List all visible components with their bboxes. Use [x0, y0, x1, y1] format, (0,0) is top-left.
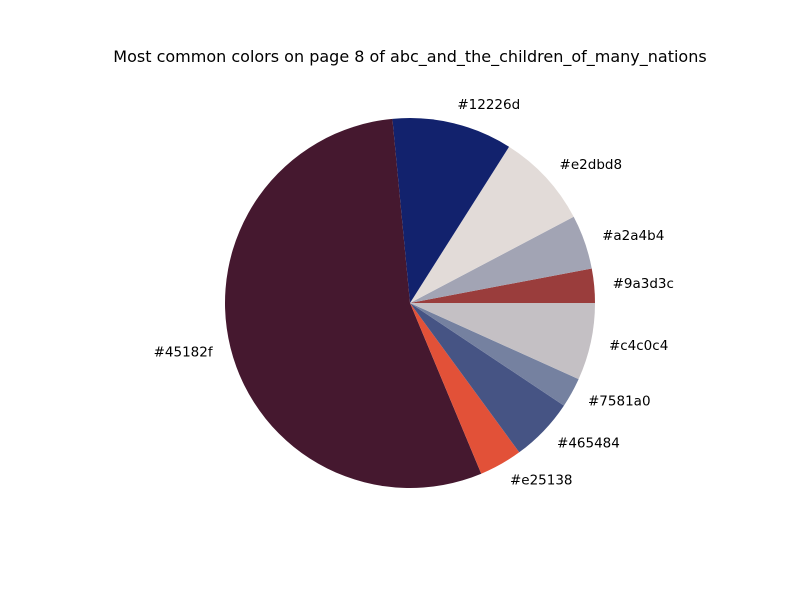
chart-title: Most common colors on page 8 of abc_and_… [113, 47, 707, 66]
pie-slice-a2a4b4 [410, 216, 592, 303]
pie-slices [225, 118, 595, 488]
pie-slice-e2dbd8 [410, 146, 574, 303]
pie-slice-12226d [392, 118, 510, 304]
slice-label-45182f: #45182f [154, 344, 214, 360]
pie-slice-c4c0c4 [410, 303, 595, 380]
pie-slice-465484 [410, 303, 564, 453]
slice-label-e25138: #e25138 [510, 472, 573, 488]
slice-label-7581a0: #7581a0 [588, 394, 651, 410]
slice-label-a2a4b4: #a2a4b4 [602, 228, 664, 244]
slice-label-12226d: #12226d [457, 97, 520, 113]
pie-slice-45182f [225, 118, 482, 488]
pie-slice-9a3d3c [410, 268, 595, 303]
slice-label-e2dbd8: #e2dbd8 [560, 157, 623, 173]
slice-label-9a3d3c: #9a3d3c [613, 276, 674, 292]
slice-label-465484: #465484 [557, 436, 620, 452]
slice-label-c4c0c4: #c4c0c4 [609, 338, 668, 354]
pie-slice-7581a0 [410, 303, 579, 406]
pie-slice-e25138 [410, 303, 520, 474]
pie-labels: #9a3d3c #a2a4b4 #e2dbd8 #12226d #45182f #e251… [154, 97, 674, 488]
